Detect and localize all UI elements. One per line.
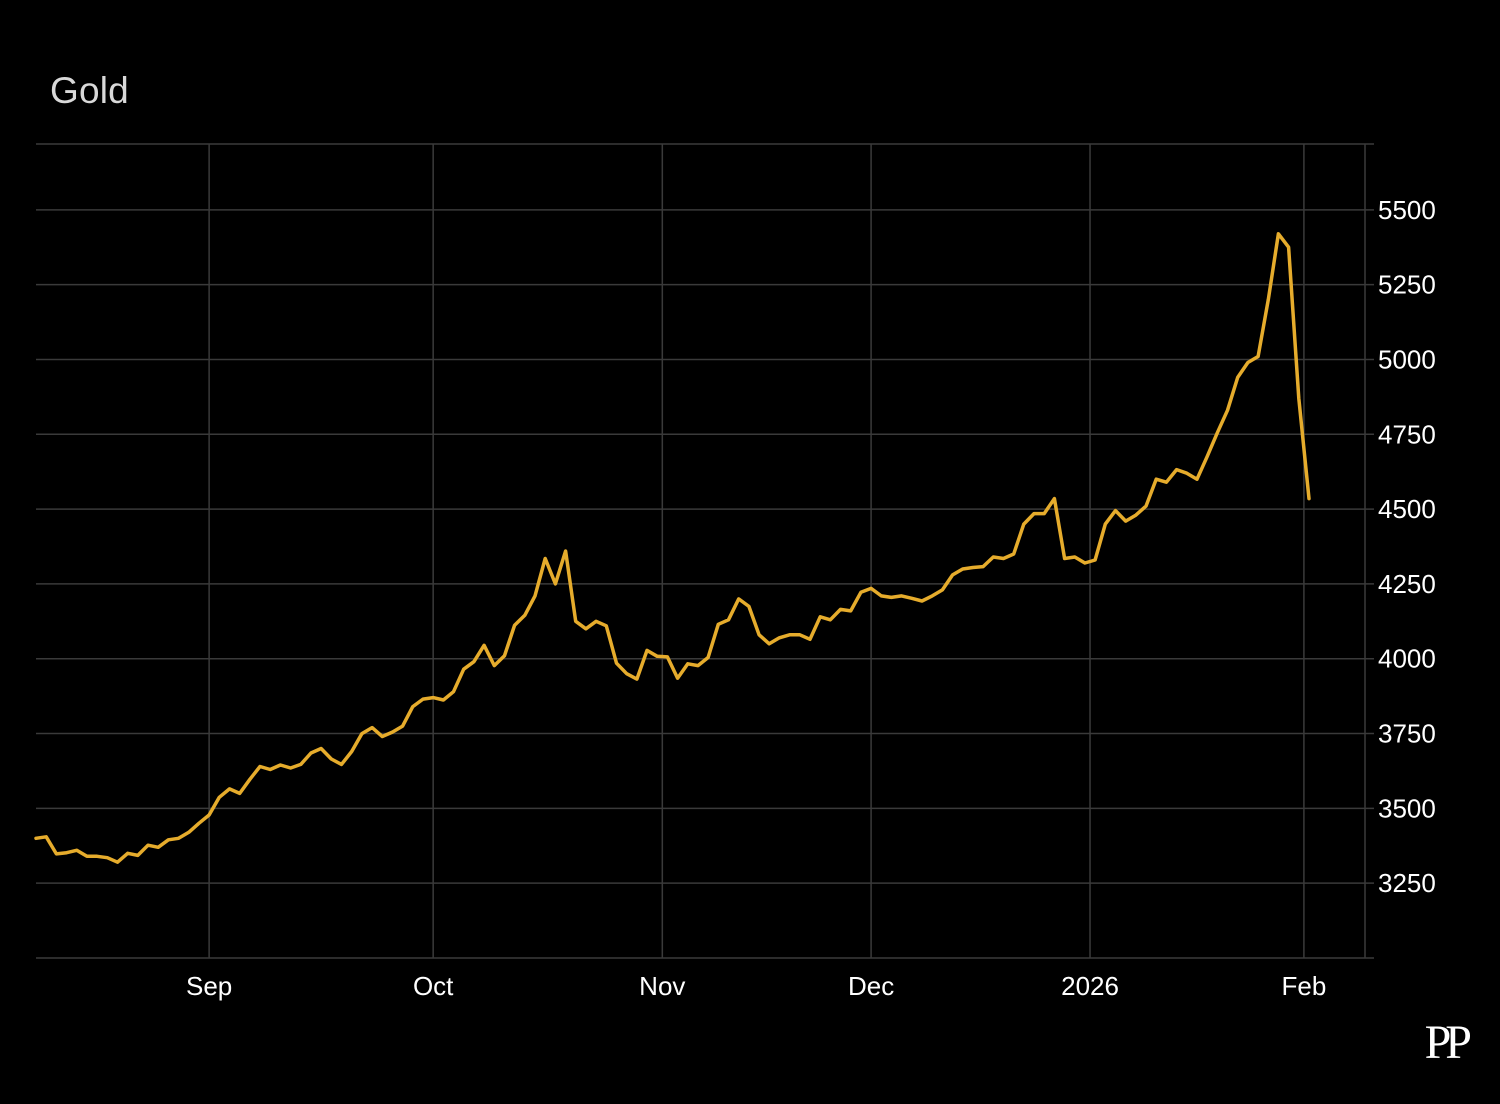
gold-price-line — [34, 232, 1311, 864]
x-tick-label: Nov — [639, 971, 685, 1001]
x-tick-label: Oct — [413, 971, 454, 1001]
x-tick-label: Sep — [186, 971, 232, 1001]
x-tick-label: Dec — [848, 971, 894, 1001]
chart-title: Gold — [50, 70, 129, 111]
y-tick-label: 5000 — [1378, 344, 1436, 374]
y-tick-label: 3250 — [1378, 868, 1436, 898]
axes: 3250 3500 3750 4000 4250 4500 4750 5000 5250 5500… — [186, 195, 1436, 1001]
y-tick-label: 4750 — [1378, 419, 1436, 449]
y-tick-label: 3500 — [1378, 793, 1436, 823]
x-tick-label: 2026 — [1061, 971, 1119, 1001]
y-tick-label: 4250 — [1378, 569, 1436, 599]
y-tick-label: 4000 — [1378, 644, 1436, 674]
publisher-logo: PP — [1424, 1016, 1472, 1069]
x-tick-label: Feb — [1281, 971, 1326, 1001]
y-tick-label: 4500 — [1378, 494, 1436, 524]
grid — [36, 143, 1374, 959]
y-tick-label: 5250 — [1378, 270, 1436, 300]
y-tick-label: 5500 — [1378, 195, 1436, 225]
series-layer — [34, 232, 1311, 864]
y-tick-label: 3750 — [1378, 719, 1436, 749]
